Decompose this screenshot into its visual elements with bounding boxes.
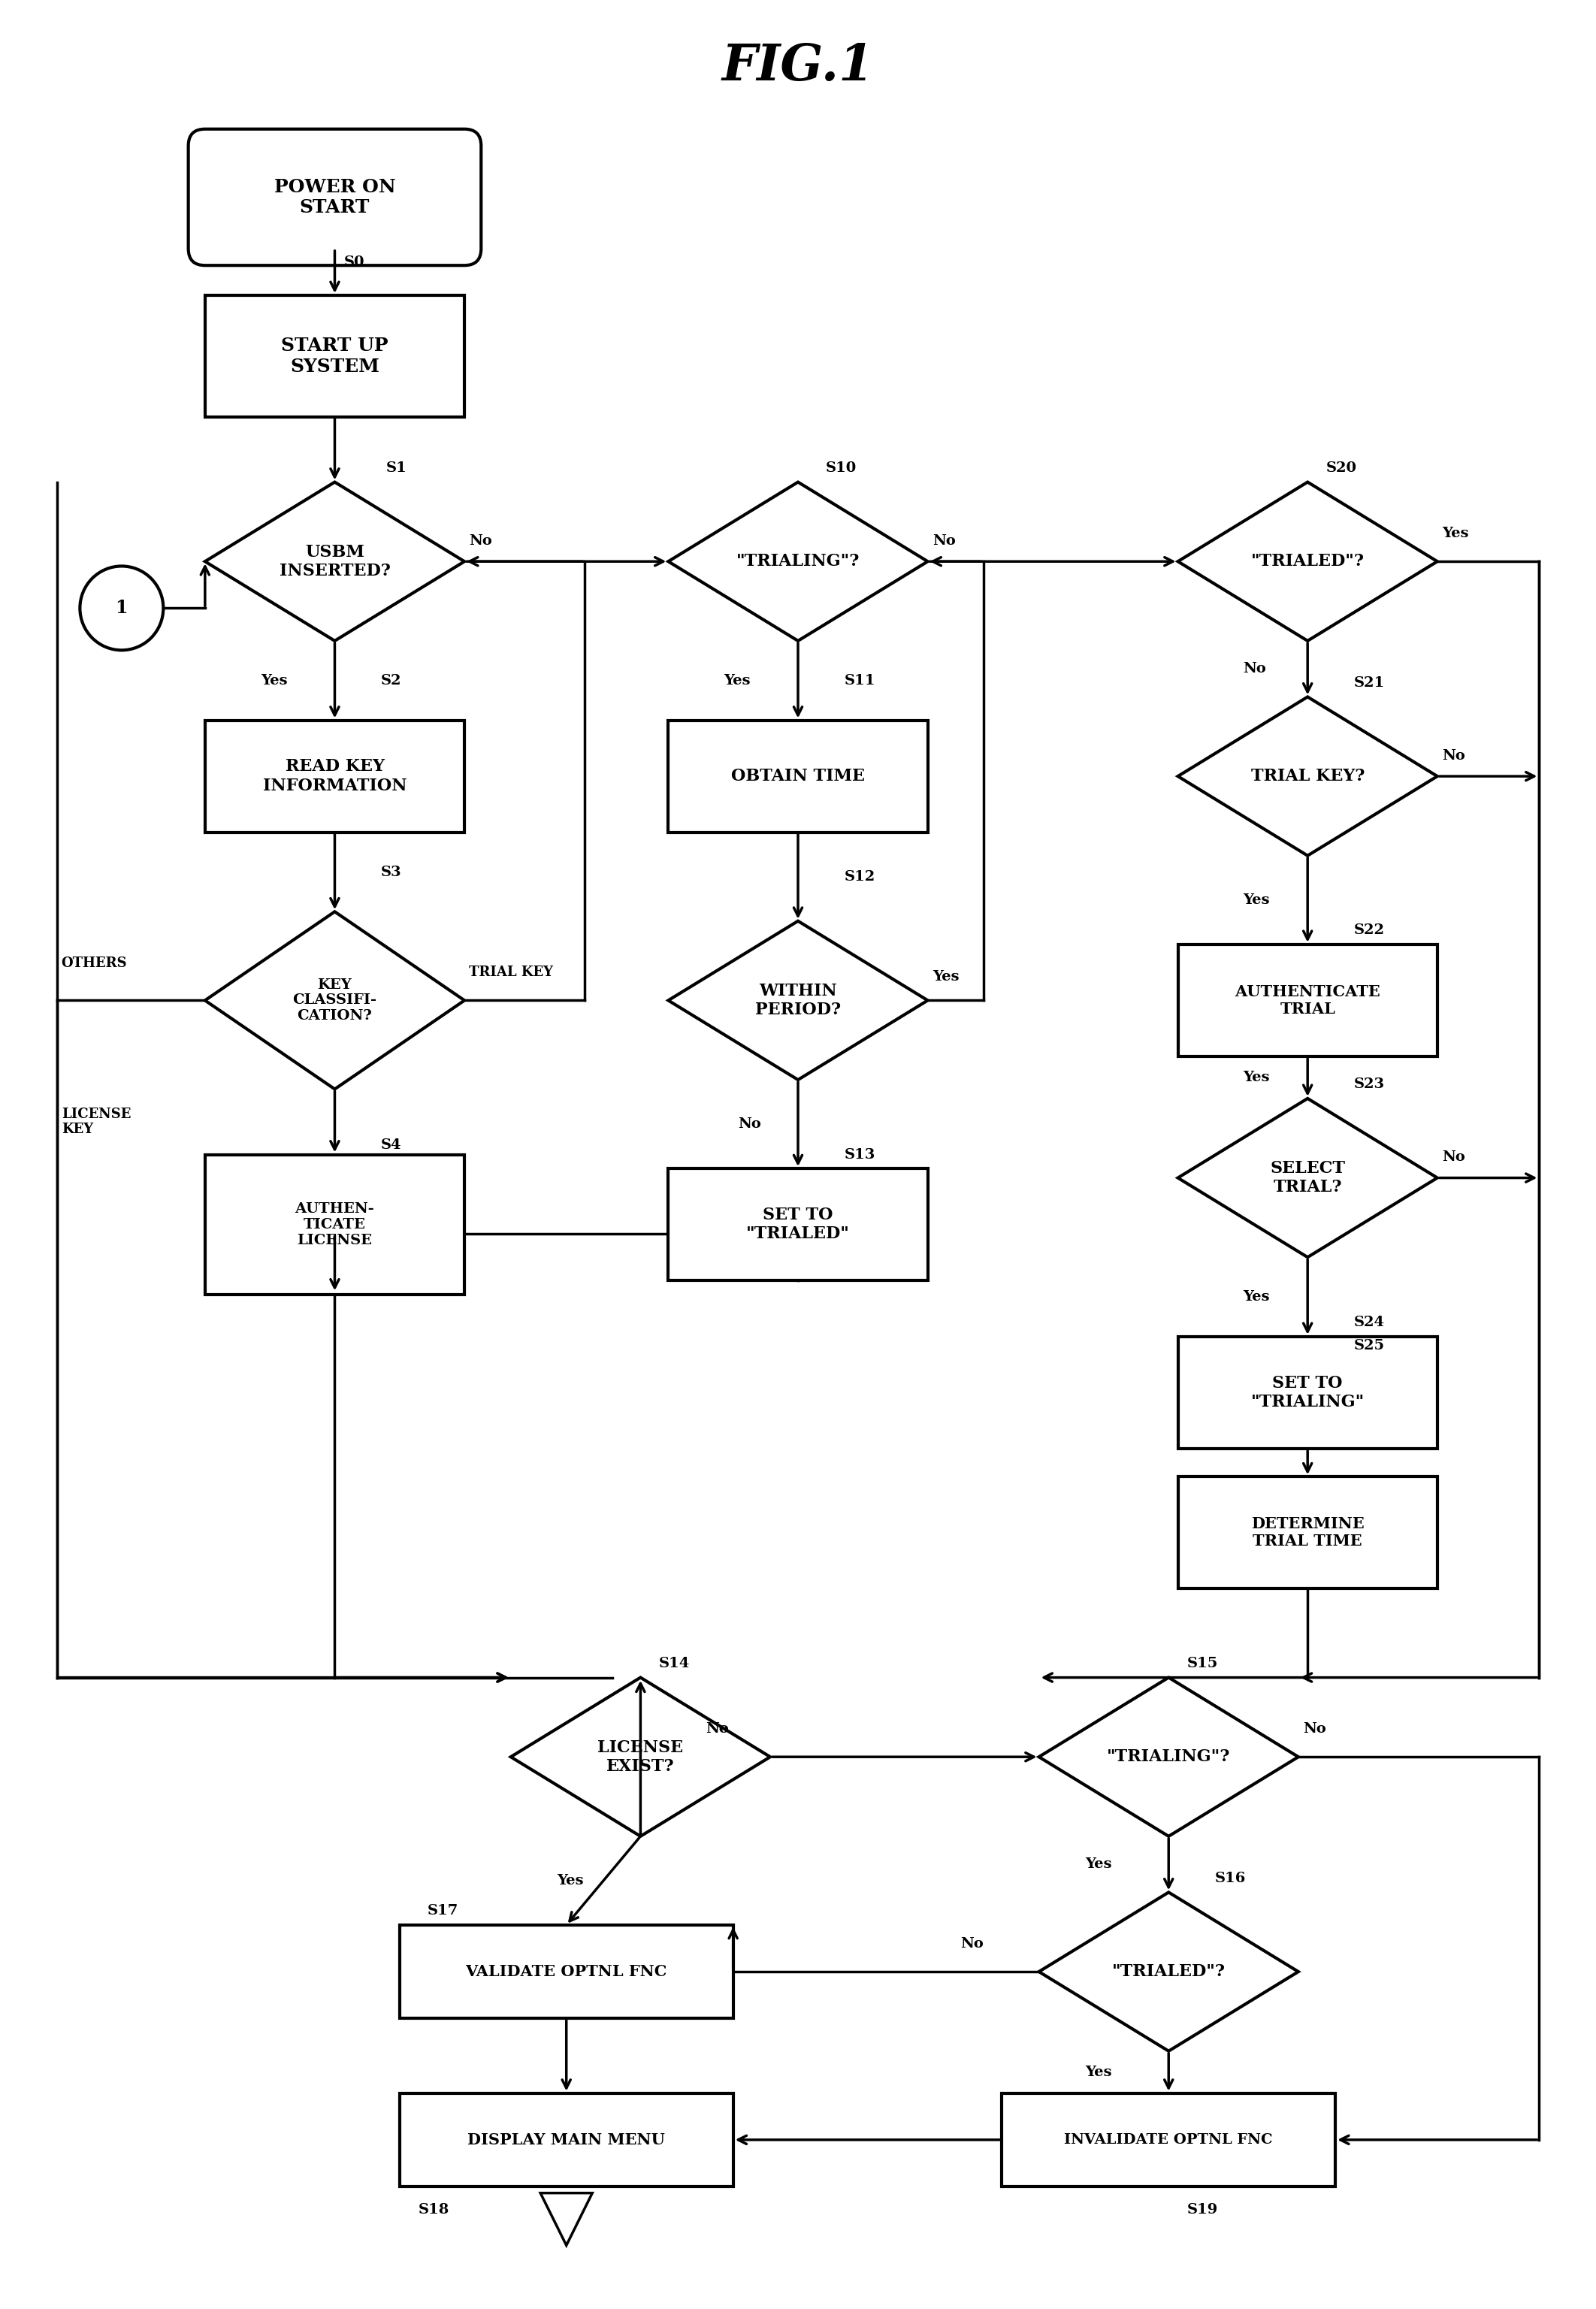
- Text: S24: S24: [1353, 1316, 1385, 1330]
- Text: 1: 1: [115, 598, 128, 617]
- FancyBboxPatch shape: [1002, 2092, 1336, 2187]
- Text: DETERMINE
TRIAL TIME: DETERMINE TRIAL TIME: [1251, 1517, 1365, 1549]
- Text: S1: S1: [386, 462, 407, 476]
- FancyBboxPatch shape: [204, 1154, 464, 1295]
- FancyBboxPatch shape: [188, 129, 480, 266]
- FancyBboxPatch shape: [399, 1926, 733, 2018]
- Text: START UP
SYSTEM: START UP SYSTEM: [281, 337, 388, 376]
- Text: S19: S19: [1187, 2203, 1218, 2217]
- Text: No: No: [469, 533, 492, 547]
- Text: S10: S10: [825, 462, 857, 476]
- Text: LICENSE
EXIST?: LICENSE EXIST?: [597, 1739, 683, 1776]
- Text: No: No: [737, 1118, 761, 1131]
- Text: AUTHEN-
TICATE
LICENSE: AUTHEN- TICATE LICENSE: [295, 1203, 375, 1247]
- Text: OTHERS: OTHERS: [61, 956, 128, 970]
- Text: No: No: [932, 533, 956, 547]
- Text: KEY
CLASSIFI-
CATION?: KEY CLASSIFI- CATION?: [292, 979, 377, 1023]
- Text: S3: S3: [381, 866, 402, 880]
- Polygon shape: [669, 921, 927, 1081]
- Text: S15: S15: [1187, 1658, 1218, 1669]
- FancyBboxPatch shape: [669, 720, 927, 831]
- Text: No: No: [1441, 1150, 1465, 1164]
- Text: No: No: [961, 1937, 983, 1951]
- Text: S2: S2: [381, 674, 402, 688]
- Text: S13: S13: [844, 1148, 876, 1161]
- Text: TRIAL KEY?: TRIAL KEY?: [1251, 769, 1365, 785]
- Text: SELECT
TRIAL?: SELECT TRIAL?: [1270, 1159, 1345, 1196]
- Text: WITHIN
PERIOD?: WITHIN PERIOD?: [755, 984, 841, 1018]
- Text: OBTAIN TIME: OBTAIN TIME: [731, 769, 865, 785]
- Text: Yes: Yes: [725, 674, 750, 688]
- Polygon shape: [511, 1679, 771, 1836]
- Polygon shape: [1178, 483, 1438, 642]
- Text: FIG.1: FIG.1: [721, 42, 875, 90]
- Text: INVALIDATE OPTNL FNC: INVALIDATE OPTNL FNC: [1065, 2134, 1274, 2147]
- FancyBboxPatch shape: [204, 296, 464, 416]
- Text: LICENSE
KEY: LICENSE KEY: [61, 1108, 131, 1136]
- Text: S4: S4: [381, 1138, 402, 1152]
- Polygon shape: [204, 483, 464, 642]
- Circle shape: [80, 566, 163, 651]
- Polygon shape: [1178, 697, 1438, 857]
- Text: S25: S25: [1353, 1339, 1385, 1353]
- Text: S14: S14: [659, 1658, 689, 1669]
- Text: No: No: [1302, 1723, 1326, 1736]
- Text: TRIAL KEY: TRIAL KEY: [469, 965, 554, 979]
- Polygon shape: [1039, 1679, 1298, 1836]
- Text: S11: S11: [844, 674, 876, 688]
- Text: Yes: Yes: [1243, 1291, 1269, 1305]
- Text: No: No: [705, 1723, 728, 1736]
- Polygon shape: [1039, 1893, 1298, 2050]
- Text: Yes: Yes: [1441, 526, 1468, 540]
- Polygon shape: [669, 483, 927, 642]
- Text: S20: S20: [1326, 462, 1357, 476]
- Text: No: No: [1243, 663, 1266, 677]
- Text: USBM
INSERTED?: USBM INSERTED?: [279, 543, 391, 580]
- FancyBboxPatch shape: [1178, 1478, 1438, 1589]
- Text: "TRIALING"?: "TRIALING"?: [736, 554, 860, 570]
- Text: Yes: Yes: [1085, 1856, 1112, 1870]
- Text: No: No: [1441, 748, 1465, 762]
- Text: Yes: Yes: [260, 674, 287, 688]
- FancyBboxPatch shape: [399, 2092, 733, 2187]
- Text: "TRIALED"?: "TRIALED"?: [1112, 1963, 1226, 1979]
- Text: S16: S16: [1215, 1873, 1246, 1884]
- Text: Yes: Yes: [1243, 894, 1269, 907]
- FancyBboxPatch shape: [1178, 944, 1438, 1058]
- Text: S22: S22: [1353, 924, 1385, 937]
- Text: "TRIALED"?: "TRIALED"?: [1251, 554, 1365, 570]
- Text: S21: S21: [1353, 677, 1385, 690]
- Text: S0: S0: [345, 256, 364, 270]
- Text: Yes: Yes: [1085, 2064, 1112, 2078]
- Text: S12: S12: [844, 870, 875, 884]
- Text: SET TO
"TRIALED": SET TO "TRIALED": [747, 1208, 849, 1242]
- Text: Yes: Yes: [557, 1875, 584, 1886]
- Text: VALIDATE OPTNL FNC: VALIDATE OPTNL FNC: [466, 1965, 667, 1979]
- Text: Yes: Yes: [932, 970, 959, 984]
- Text: READ KEY
INFORMATION: READ KEY INFORMATION: [263, 757, 407, 794]
- Text: "TRIALING"?: "TRIALING"?: [1108, 1748, 1231, 1764]
- Text: S17: S17: [428, 1905, 458, 1919]
- Polygon shape: [204, 912, 464, 1090]
- FancyBboxPatch shape: [1178, 1337, 1438, 1448]
- Text: DISPLAY MAIN MENU: DISPLAY MAIN MENU: [468, 2131, 666, 2147]
- FancyBboxPatch shape: [204, 720, 464, 831]
- Polygon shape: [541, 2194, 592, 2244]
- Text: S23: S23: [1353, 1078, 1385, 1092]
- Text: Yes: Yes: [1243, 1071, 1269, 1085]
- FancyBboxPatch shape: [669, 1168, 927, 1281]
- Polygon shape: [1178, 1099, 1438, 1256]
- Text: AUTHENTICATE
TRIAL: AUTHENTICATE TRIAL: [1235, 984, 1381, 1016]
- Text: POWER ON
START: POWER ON START: [275, 178, 396, 217]
- Text: S18: S18: [418, 2203, 448, 2217]
- Text: SET TO
"TRIALING": SET TO "TRIALING": [1251, 1374, 1365, 1411]
